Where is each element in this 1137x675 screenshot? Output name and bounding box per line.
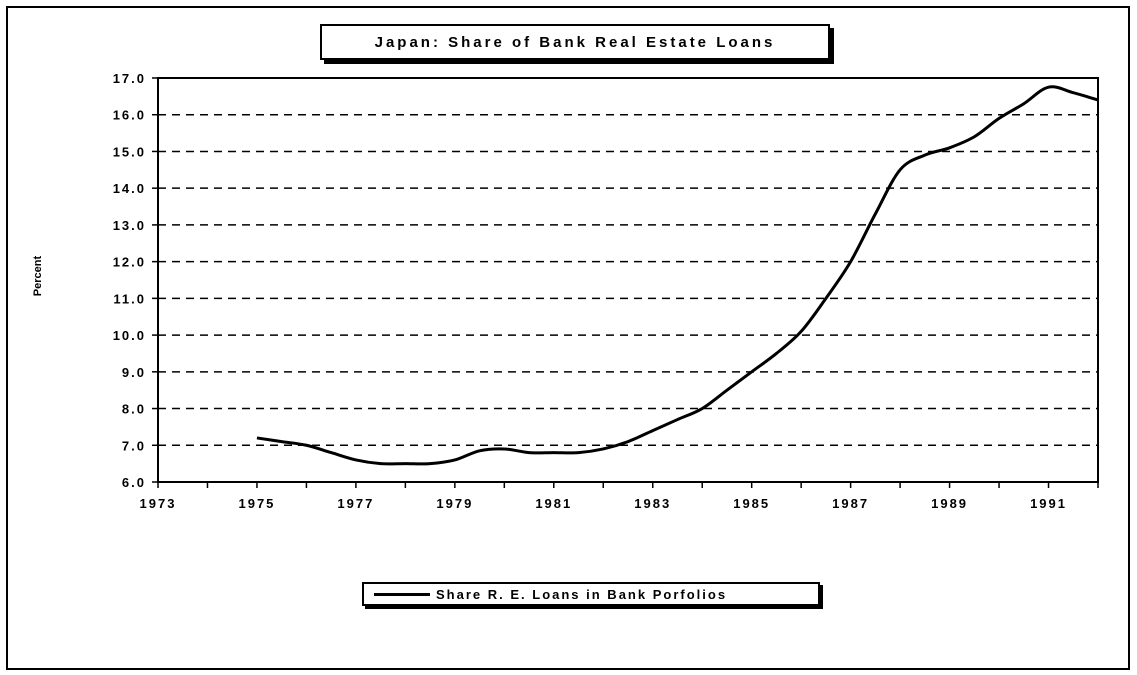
- y-tick-label-2: 8.0: [122, 402, 146, 417]
- legend-line-swatch: [374, 592, 430, 596]
- y-tick-label-8: 14.0: [113, 181, 146, 196]
- legend: Share R. E. Loans in Bank Porfolios: [362, 582, 820, 606]
- y-tick-label-10: 16.0: [113, 108, 146, 123]
- y-tick-label-0: 6.0: [122, 475, 146, 490]
- y-tick-label-3: 9.0: [122, 365, 146, 380]
- plot-area: [157, 77, 1099, 483]
- x-tick-label-4: 1981: [535, 496, 572, 511]
- x-tick-label-6: 1985: [733, 496, 770, 511]
- x-tick-label-7: 1987: [832, 496, 869, 511]
- legend-label: Share R. E. Loans in Bank Porfolios: [436, 586, 728, 602]
- y-tick-label-6: 12.0: [113, 255, 146, 270]
- y-tick-label-1: 7.0: [122, 438, 146, 453]
- x-tick-label-3: 1979: [436, 496, 473, 511]
- x-tick-label-0: 1973: [140, 496, 177, 511]
- x-tick-label-8: 1989: [931, 496, 968, 511]
- chart-title: Japan: Share of Bank Real Estate Loans: [320, 24, 830, 60]
- x-tick-label-2: 1977: [337, 496, 374, 511]
- y-tick-label-7: 13.0: [113, 218, 146, 233]
- y-tick-label-11: 17.0: [113, 71, 146, 86]
- x-tick-label-9: 1991: [1030, 496, 1067, 511]
- x-tick-label-1: 1975: [238, 496, 275, 511]
- x-tick-label-5: 1983: [634, 496, 671, 511]
- chart-title-text: Japan: Share of Bank Real Estate Loans: [374, 33, 776, 51]
- y-tick-label-5: 11.0: [113, 291, 146, 306]
- y-tick-label-4: 10.0: [113, 328, 146, 343]
- y-tick-label-9: 15.0: [113, 144, 146, 159]
- series-line-0: [256, 85, 1099, 466]
- chart-frame: [6, 6, 1130, 670]
